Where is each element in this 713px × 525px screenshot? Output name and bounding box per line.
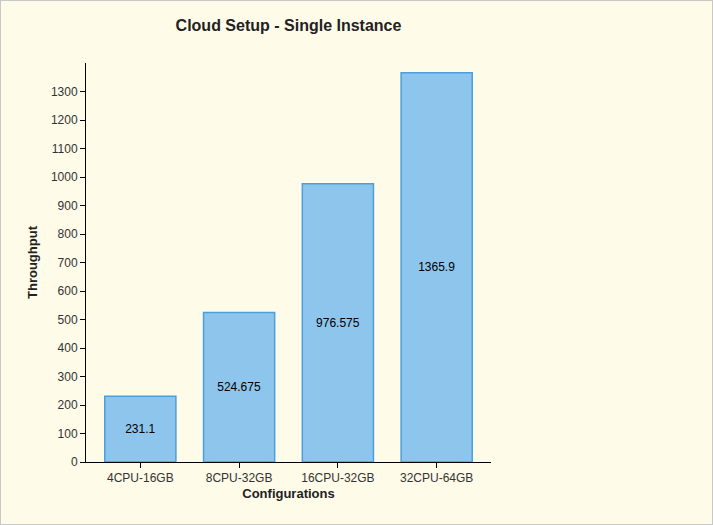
svg-text:1300: 1300 [51,85,78,99]
svg-text:524.675: 524.675 [217,380,261,394]
svg-text:Cloud Setup - Single Instance: Cloud Setup - Single Instance [176,17,402,34]
svg-text:16CPU-32GB: 16CPU-32GB [301,471,374,485]
svg-text:200: 200 [58,398,78,412]
svg-text:900: 900 [58,199,78,213]
svg-text:1365.9: 1365.9 [418,260,455,274]
svg-text:100: 100 [58,427,78,441]
svg-text:300: 300 [58,370,78,384]
svg-text:400: 400 [58,341,78,355]
svg-text:1200: 1200 [51,113,78,127]
svg-text:32CPU-64GB: 32CPU-64GB [400,471,473,485]
svg-text:Configurations: Configurations [242,486,334,501]
svg-text:Throughput: Throughput [25,225,40,299]
svg-text:1100: 1100 [52,142,78,156]
svg-text:600: 600 [58,284,78,298]
svg-text:4CPU-16GB: 4CPU-16GB [107,471,174,485]
svg-text:231.1: 231.1 [125,422,155,436]
svg-text:8CPU-32GB: 8CPU-32GB [206,471,273,485]
svg-text:700: 700 [58,256,78,270]
svg-text:500: 500 [58,313,78,327]
svg-text:976.575: 976.575 [316,316,360,330]
svg-text:0: 0 [71,455,78,469]
svg-text:800: 800 [58,227,78,241]
svg-text:1000: 1000 [51,170,78,184]
